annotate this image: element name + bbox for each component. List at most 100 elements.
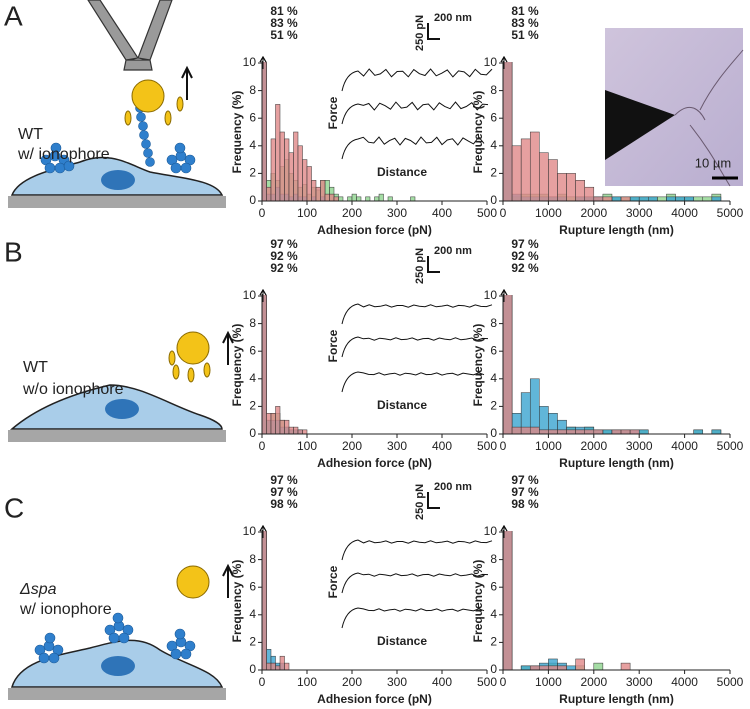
bar: [520, 426, 531, 434]
condition-label: w/o ionophore: [22, 381, 124, 398]
x-axis-label: Rupture length (nm): [559, 456, 674, 470]
y-axis-label: Frequency (%): [230, 324, 244, 407]
value-label: 97 %: [511, 485, 539, 499]
y-tick-label: 0: [249, 193, 256, 207]
bar: [529, 378, 540, 434]
y-tick-label: 4: [249, 371, 256, 385]
x-tick-label: 100: [297, 206, 317, 220]
force-curve: [341, 572, 489, 594]
bar: [620, 196, 631, 201]
bar: [279, 131, 285, 201]
bar: [374, 196, 380, 201]
bars: [503, 531, 631, 670]
force-curve: [341, 101, 489, 125]
bar: [306, 166, 312, 201]
condition-label: w/ ionophore: [17, 146, 110, 163]
bar: [270, 413, 276, 434]
condition-label: WT: [23, 359, 48, 376]
bar: [279, 655, 285, 670]
bars: [262, 62, 416, 201]
y-tick-label: 6: [490, 343, 497, 357]
x-tick-label: 5000: [717, 206, 744, 220]
y-tick-label: 2: [249, 166, 256, 180]
nucleus: [105, 399, 139, 419]
scale-y-label: 250 pN: [414, 15, 426, 51]
bar: [275, 104, 281, 201]
bar: [629, 429, 640, 434]
x-tick-label: 3000: [626, 439, 653, 453]
bar: [302, 429, 308, 434]
bar: [378, 193, 384, 201]
x-tick-label: 200: [342, 675, 362, 689]
bar: [270, 138, 276, 201]
bar: [311, 180, 317, 201]
bar: [347, 196, 353, 201]
chart: 10 µm 81 %83 %51 % 0 2 4 6 8 10 0 1000 2000 3000 400…: [471, 4, 744, 237]
bar: [566, 429, 576, 434]
y-tick-label: 0: [490, 662, 497, 676]
bar: [611, 429, 622, 434]
bar: [611, 196, 622, 201]
x-tick-label: 400: [432, 439, 452, 453]
bar: [266, 413, 272, 434]
bar: [548, 429, 558, 434]
x-tick-label: 400: [432, 675, 452, 689]
value-label: 83 %: [270, 16, 298, 30]
x-tick-label: 2000: [580, 675, 607, 689]
y-tick-label: 2: [490, 399, 497, 413]
bar: [638, 196, 649, 201]
value-label: 98 %: [270, 497, 298, 511]
y-tick-label: 4: [490, 138, 497, 152]
y-tick-label: 8: [249, 316, 256, 330]
x-axis-label: Rupture length (nm): [559, 223, 674, 237]
scale-bar: [427, 23, 440, 40]
micrograph: 10 µm: [605, 28, 744, 187]
x-tick-label: 0: [259, 439, 266, 453]
x-tick-label: 5000: [717, 675, 744, 689]
bar: [297, 429, 303, 434]
bar: [593, 196, 604, 201]
y-tick-label: 6: [490, 579, 497, 593]
substrate: [8, 688, 226, 700]
x-tick-label: 200: [342, 206, 362, 220]
bars: [503, 62, 722, 201]
bar: [503, 62, 513, 201]
bar: [333, 196, 339, 201]
bar: [539, 665, 549, 670]
bar: [575, 180, 585, 201]
y-tick-label: 4: [490, 607, 497, 621]
condition-label: w/ ionophore: [19, 601, 112, 618]
y-tick-label: 8: [249, 83, 256, 97]
y-tick-label: 8: [490, 83, 497, 97]
nucleus: [101, 170, 135, 190]
x-tick-label: 1000: [535, 206, 562, 220]
bar: [410, 196, 416, 201]
bar: [620, 429, 631, 434]
y-tick-label: 10: [484, 288, 498, 302]
x-tick-label: 300: [387, 675, 407, 689]
force-curves-inset: Force Distance 250 pN 200 nm: [326, 481, 493, 648]
bar: [279, 419, 285, 434]
bar: [539, 152, 549, 201]
value-label: 92 %: [270, 249, 298, 263]
scale-bar: [427, 256, 440, 273]
x-tick-label: 300: [387, 206, 407, 220]
bar: [270, 662, 276, 670]
bar: [675, 196, 685, 201]
bar: [315, 186, 321, 201]
y-tick-label: 10: [484, 55, 498, 69]
x-axis-label: Adhesion force (pN): [317, 692, 432, 706]
x-tick-label: 0: [259, 675, 266, 689]
bar: [284, 138, 290, 201]
x-axis-label: Adhesion force (pN): [317, 456, 432, 470]
bar: [284, 662, 290, 670]
y-tick-label: 0: [490, 426, 497, 440]
y-tick-label: 2: [490, 166, 497, 180]
panel-letter: A: [4, 0, 23, 31]
scale-x-label: 200 nm: [434, 245, 472, 257]
cantilever: [87, 0, 173, 71]
adhesin: [168, 350, 211, 383]
bar: [557, 429, 567, 434]
y-tick-label: 10: [484, 524, 498, 538]
inset-x-label: Distance: [377, 165, 427, 179]
